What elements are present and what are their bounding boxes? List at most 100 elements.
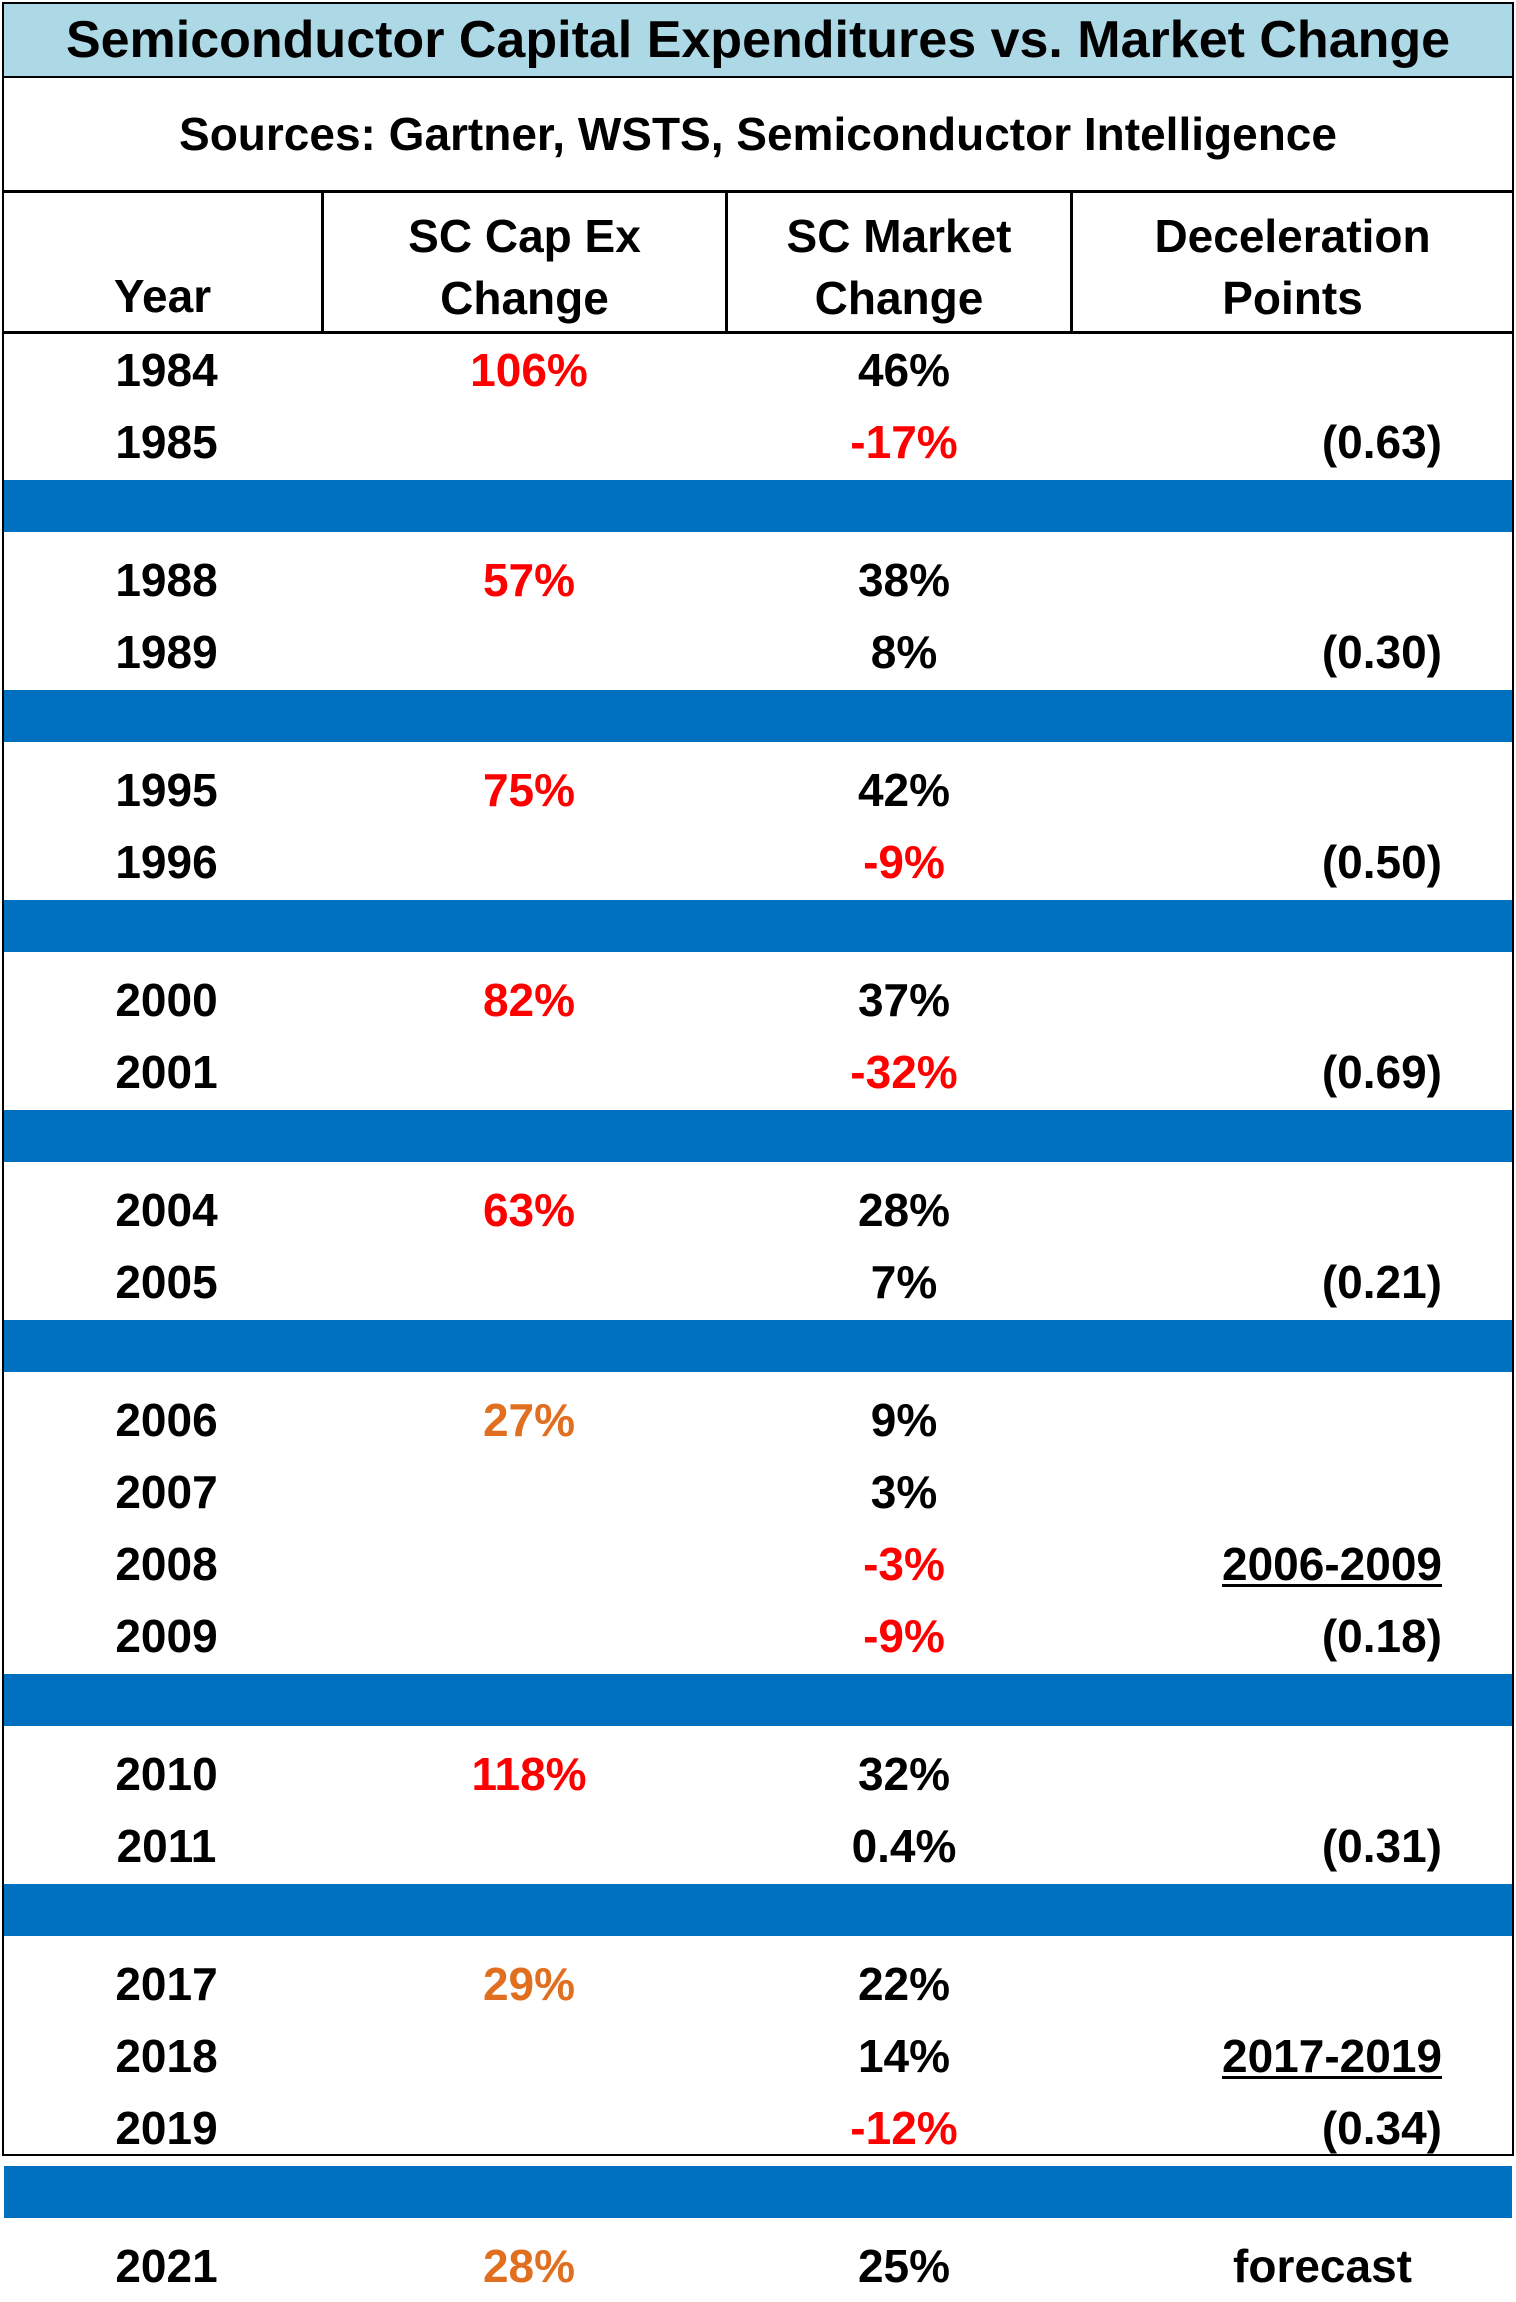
deceleration-cell: 2006-2009 [1222,1538,1442,1590]
table-row: 2017 29% 22% [4,1948,1512,2020]
deceleration-cell: (0.31) [1321,1820,1442,1872]
deceleration-cell: (0.18) [1321,1610,1442,1662]
year-cell: 2001 [115,1046,218,1098]
table-row: 2018 14% 2017-2019 [4,2020,1512,2092]
capex-change-cell: 118% [471,1748,587,1800]
table-row: 2010 118% 32% [4,1738,1512,1810]
table-row: 2000 82% 37% [4,964,1512,1036]
deceleration-cell: forecast [1233,2240,1412,2292]
market-change-cell: -9% [863,1610,945,1662]
market-change-cell: 14% [857,2030,951,2082]
group-separator [4,1674,1512,1726]
group-separator [4,900,1512,952]
year-cell: 2006 [115,1394,218,1446]
year-cell: 1984 [115,344,218,396]
capex-change-cell: 106% [470,344,588,396]
group-separator [4,1320,1512,1372]
table-row: 2001 -32% (0.69) [4,1036,1512,1108]
year-cell: 2017 [115,1958,218,2010]
year-cell: 2011 [116,1820,217,1872]
market-change-cell: 7% [870,1256,938,1308]
header-decel: Deceleration Points [1073,193,1512,331]
market-change-cell: -9% [863,836,945,888]
page-title: Semiconductor Capital Expenditures vs. M… [4,4,1512,78]
market-change-cell: -32% [850,1046,958,1098]
year-cell: 1995 [115,764,218,816]
year-cell: 2021 [115,2240,218,2292]
table-row: 2007 3% [4,1456,1512,1528]
group-separator [4,2166,1512,2218]
table-header: Year SC Cap Ex Change SC Market Change D… [4,193,1512,334]
table-row: 2008 -3% 2006-2009 [4,1528,1512,1600]
table-row: 1985 -17% (0.63) [4,406,1512,478]
year-cell: 1985 [115,416,218,468]
capex-change-cell: 29% [482,1958,576,2010]
deceleration-cell: (0.50) [1321,836,1442,888]
page-subtitle: Sources: Gartner, WSTS, Semiconductor In… [4,78,1512,193]
header-year-label: Year [113,270,212,322]
deceleration-cell: (0.30) [1321,626,1442,678]
market-change-cell: 46% [857,344,951,396]
table-row: 2019 -12% (0.34) [4,2092,1512,2164]
year-cell: 1988 [115,554,218,606]
year-cell: 1996 [115,836,218,888]
header-capex-line1: SC Cap Ex [408,210,641,262]
capex-change-cell: 63% [482,1184,576,1236]
deceleration-cell: (0.21) [1321,1256,1442,1308]
year-cell: 2004 [115,1184,218,1236]
deceleration-cell: (0.69) [1321,1046,1442,1098]
market-change-cell: 37% [857,974,951,1026]
year-cell: 2019 [115,2102,218,2154]
header-market: SC Market Change [728,193,1073,331]
header-market-line1: SC Market [786,210,1012,262]
table-row: 2009 -9% (0.18) [4,1600,1512,1672]
table-row: 1989 8% (0.30) [4,616,1512,688]
year-cell: 2009 [115,1610,218,1662]
header-market-line2: Change [814,272,984,324]
header-year: Year [4,193,324,331]
capex-change-cell: 57% [482,554,576,606]
header-decel-line1: Deceleration [1154,210,1431,262]
table-row: 2021 28% 25% forecast [4,2230,1512,2302]
table-row: 1984 106% 46% [4,334,1512,406]
year-cell: 2008 [115,1538,218,1590]
year-cell: 2005 [115,1256,218,1308]
year-cell: 2000 [115,974,218,1026]
deceleration-cell: (0.34) [1321,2102,1442,2154]
table-row: 2005 7% (0.21) [4,1246,1512,1318]
deceleration-cell: 2017-2019 [1222,2030,1442,2082]
group-separator [4,1110,1512,1162]
market-change-cell: 38% [857,554,951,606]
market-change-cell: 3% [870,1466,938,1518]
table-row: 2011 0.4% (0.31) [4,1810,1512,1882]
year-cell: 2010 [115,1748,218,1800]
table-row: 1995 75% 42% [4,754,1512,826]
capex-change-cell: 27% [482,1394,576,1446]
table-row: 2006 27% 9% [4,1384,1512,1456]
market-change-cell: 32% [857,1748,951,1800]
market-change-cell: 28% [857,1184,951,1236]
header-decel-line2: Points [1222,272,1363,324]
year-cell: 1989 [115,626,218,678]
market-change-cell: -3% [863,1538,945,1590]
group-separator [4,690,1512,742]
market-change-cell: 9% [870,1394,938,1446]
capex-change-cell: 82% [482,974,576,1026]
year-cell: 2018 [115,2030,218,2082]
deceleration-cell: (0.63) [1321,416,1442,468]
market-change-cell: 25% [857,2240,951,2292]
capex-change-cell: 28% [482,2240,576,2292]
market-change-cell: -12% [850,2102,958,2154]
market-change-cell: 0.4% [851,1820,957,1872]
capex-change-cell: 75% [482,764,576,816]
market-change-cell: 8% [870,626,938,678]
header-capex-line2: Change [440,272,609,324]
group-separator [4,480,1512,532]
market-change-cell: -17% [850,416,958,468]
year-cell: 2007 [115,1466,218,1518]
table-row: 1996 -9% (0.50) [4,826,1512,898]
market-change-cell: 22% [857,1958,951,2010]
table-row: 2004 63% 28% [4,1174,1512,1246]
header-capex: SC Cap Ex Change [324,193,728,331]
